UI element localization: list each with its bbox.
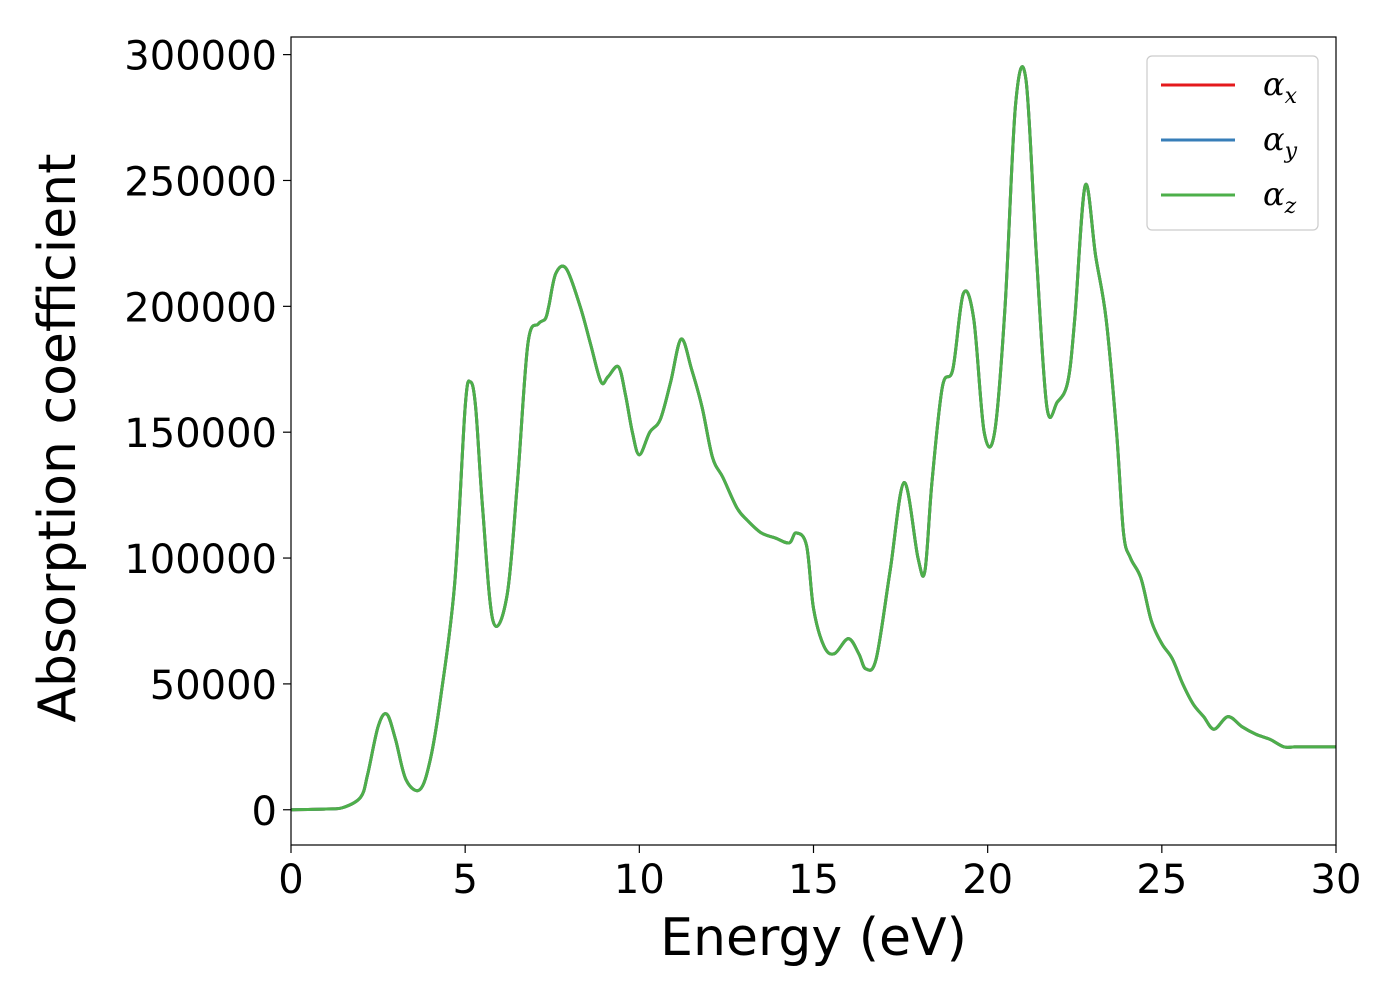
y-tick-label: 150000	[124, 411, 277, 457]
y-tick-label: 200000	[124, 285, 277, 331]
legend-box	[1146, 55, 1319, 231]
series-line-z	[291, 65, 1336, 812]
legend-label-x: αx	[1263, 65, 1298, 109]
legend-label-z: αz	[1263, 175, 1297, 219]
x-axis-label: Energy (eV)	[660, 908, 967, 968]
y-tick-label: 0	[252, 789, 277, 835]
x-axis-ticks: 0 5 10 15 20 25 30	[278, 845, 1361, 903]
y-axis-label: Absorption coefficient	[28, 153, 88, 722]
x-tick-label: 15	[788, 857, 839, 903]
legend-label-y: αy	[1263, 120, 1298, 164]
y-tick-label: 50000	[150, 663, 277, 709]
x-tick-label: 20	[962, 857, 1013, 903]
series-layer	[291, 65, 1336, 812]
x-tick-label: 30	[1311, 857, 1362, 903]
y-axis-ticks: 0 50000 100000 150000 200000 250000 300000	[124, 34, 291, 835]
y-tick-label: 100000	[124, 537, 277, 583]
x-tick-label: 25	[1136, 857, 1187, 903]
x-tick-label: 0	[278, 857, 303, 903]
y-tick-label: 300000	[124, 34, 277, 80]
legend: αx αy αz	[1146, 55, 1319, 231]
x-tick-label: 5	[452, 857, 477, 903]
x-tick-label: 10	[614, 857, 665, 903]
y-tick-label: 250000	[124, 159, 277, 205]
